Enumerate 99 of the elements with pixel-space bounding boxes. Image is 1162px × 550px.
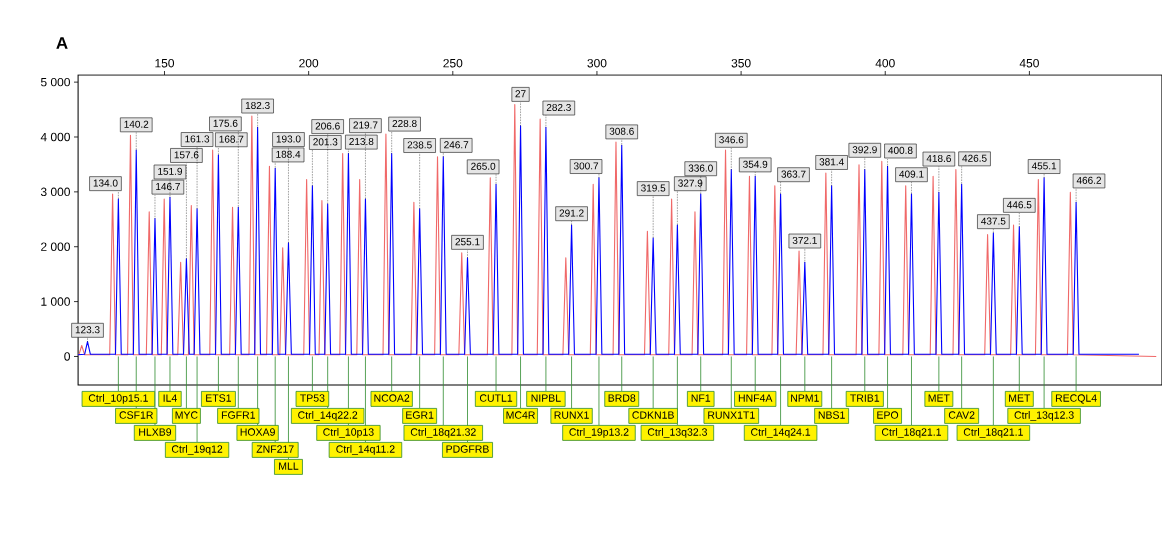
annotation: CSF1R bbox=[119, 411, 153, 419]
annotation: BRD8 bbox=[608, 394, 636, 402]
annotation: NBS1 bbox=[818, 411, 845, 419]
annotation: Ctrl_14q22.2 bbox=[298, 411, 358, 421]
annotation: 193.0 bbox=[276, 135, 301, 143]
annotation: Ctrl_13q12.3 bbox=[1014, 411, 1074, 421]
annotation: 418.6 bbox=[926, 154, 951, 163]
annotation: 157.6 bbox=[174, 151, 199, 159]
annotation: 161.3 bbox=[185, 135, 210, 143]
annotation: RUNX1 bbox=[554, 411, 589, 419]
y-tick-label: 1 000 bbox=[41, 297, 70, 306]
annotation: 168.7 bbox=[219, 135, 244, 143]
annotation: 426.5 bbox=[962, 154, 987, 162]
annotation: MET bbox=[1009, 394, 1031, 402]
annotation: 140.2 bbox=[124, 120, 149, 128]
annotation: 466.2 bbox=[1076, 176, 1102, 184]
annotation: Ctrl_18q21.32 bbox=[410, 428, 476, 438]
annotation: EPO bbox=[877, 411, 899, 419]
annotation: 123.3 bbox=[75, 326, 100, 334]
annotation: 336.0 bbox=[688, 164, 713, 172]
annotation: MC4R bbox=[506, 411, 535, 419]
y-tick-label: 4 000 bbox=[40, 132, 70, 142]
annotation: NPM1 bbox=[791, 394, 819, 402]
annotation: 319.5 bbox=[641, 184, 666, 192]
annotation: 400.8 bbox=[888, 146, 913, 154]
annotation: 291.2 bbox=[559, 209, 584, 217]
annotation: Ctrl_19p13.2 bbox=[569, 428, 629, 438]
annotation: 300.7 bbox=[573, 162, 599, 170]
annotation: CUTL1 bbox=[479, 394, 513, 402]
chart-title: A bbox=[56, 37, 68, 49]
annotation: 437.5 bbox=[981, 217, 1006, 225]
annotation: HNF4A bbox=[738, 394, 773, 402]
annotation: IL4 bbox=[163, 394, 177, 402]
annotation: Ctrl_14q11.2 bbox=[336, 445, 395, 455]
annotation: RECQL4 bbox=[1055, 394, 1097, 404]
annotation: 372.1 bbox=[792, 236, 817, 244]
annotation: 255.1 bbox=[455, 238, 480, 246]
annotation: 409.1 bbox=[899, 170, 924, 178]
annotation: 354.9 bbox=[743, 160, 768, 168]
annotation: 201.3 bbox=[313, 138, 338, 146]
annotation: 392.9 bbox=[852, 146, 877, 154]
x-tick-label: 400 bbox=[875, 58, 895, 68]
annotation: 308.6 bbox=[609, 127, 634, 135]
annotation: Ctrl_14q24.1 bbox=[751, 428, 811, 438]
annotation: 219.7 bbox=[353, 121, 378, 129]
annotation: NIPBL bbox=[531, 394, 561, 402]
annotation: RUNX1T1 bbox=[708, 411, 755, 419]
annotation: 282.3 bbox=[546, 103, 571, 111]
annotation: 188.4 bbox=[276, 150, 301, 158]
annotation: 213.8 bbox=[349, 137, 374, 146]
annotation: NF1 bbox=[691, 394, 711, 402]
annotation: 182.3 bbox=[245, 101, 270, 109]
annotation: 175.6 bbox=[213, 119, 238, 127]
y-tick-label: 0 bbox=[64, 352, 71, 361]
annotation: 455.1 bbox=[1031, 162, 1057, 170]
annotation: CDKN1B bbox=[632, 411, 674, 419]
annotation: 381.4 bbox=[819, 158, 844, 166]
annotation: Ctrl_18q21.1 bbox=[963, 428, 1023, 438]
annotation: MYC bbox=[175, 411, 198, 419]
annotation: Ctrl_10p13 bbox=[323, 428, 374, 438]
annotation: 134.0 bbox=[93, 179, 118, 187]
x-tick-label: 200 bbox=[299, 58, 319, 68]
annotation: 27 bbox=[515, 90, 526, 98]
y-tick-label: 2 000 bbox=[41, 242, 70, 251]
annotation: 446.5 bbox=[1007, 201, 1032, 209]
annotation: EGR1 bbox=[406, 411, 434, 419]
annotation: CAV2 bbox=[948, 411, 975, 419]
annotation: MLL bbox=[279, 462, 299, 470]
annotation: 151.9 bbox=[158, 167, 183, 175]
annotation: NCOA2 bbox=[374, 394, 410, 402]
y-tick-label: 3 000 bbox=[40, 187, 70, 197]
x-tick-label: 350 bbox=[731, 58, 751, 68]
annotation: ETS1 bbox=[206, 394, 232, 402]
x-tick-label: 450 bbox=[1019, 58, 1039, 68]
annotation: Ctrl_18q21.1 bbox=[881, 428, 942, 438]
annotation: 206.6 bbox=[315, 122, 340, 130]
annotation: TRIB1 bbox=[850, 394, 880, 402]
annotation: 265.0 bbox=[471, 162, 496, 170]
annotation: TP53 bbox=[300, 394, 325, 402]
annotation: 363.7 bbox=[781, 170, 806, 178]
y-tick-label: 5 000 bbox=[40, 77, 70, 87]
annotation: Ctrl_13q32.3 bbox=[647, 428, 707, 438]
annotation: Ctrl_10p15.1 bbox=[88, 394, 148, 404]
annotation: 346.6 bbox=[719, 136, 744, 144]
annotation: MET bbox=[928, 394, 950, 402]
annotation: 146.7 bbox=[156, 183, 180, 191]
annotation: HOXA9 bbox=[240, 428, 275, 436]
annotation: Ctrl_19q12 bbox=[171, 445, 223, 455]
annotation: 228.8 bbox=[392, 119, 417, 128]
x-tick-label: 300 bbox=[587, 58, 607, 68]
annotation: 238.5 bbox=[407, 141, 432, 149]
annotation: 246.7 bbox=[444, 141, 469, 149]
x-tick-label: 250 bbox=[443, 58, 463, 68]
annotation: ZNF217 bbox=[256, 445, 294, 453]
annotation: FGFR1 bbox=[221, 411, 255, 419]
annotation: 327.9 bbox=[678, 179, 703, 187]
annotation: HLXB9 bbox=[139, 428, 172, 436]
x-tick-label: 150 bbox=[155, 58, 175, 68]
annotation: PDGFRB bbox=[446, 445, 489, 453]
